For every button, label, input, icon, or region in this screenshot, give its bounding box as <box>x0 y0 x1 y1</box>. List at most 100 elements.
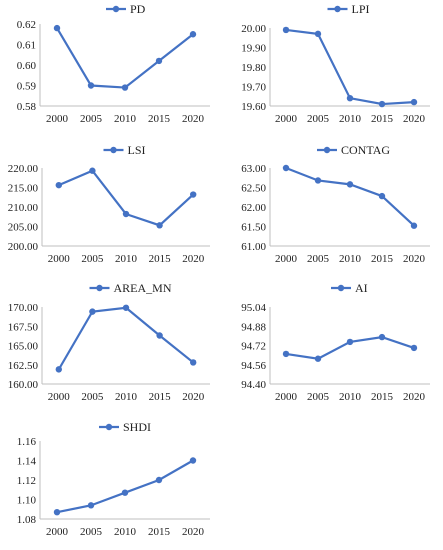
data-point <box>55 181 62 189</box>
data-point <box>87 502 95 509</box>
y-tick-label: 167.50 <box>8 321 39 333</box>
data-point <box>121 84 129 91</box>
data-point <box>282 26 290 34</box>
y-tick-label: 62.00 <box>241 202 266 214</box>
y-tick-label: 19.80 <box>241 62 266 74</box>
data-point <box>155 476 163 484</box>
legend-label: LSI <box>128 143 146 157</box>
data-point <box>378 192 386 200</box>
legend: AI <box>331 281 368 295</box>
y-tick-label: 63.00 <box>241 163 266 175</box>
y-tick-label: 0.62 <box>17 19 36 31</box>
chart-lsi: 200.00 205.00 210.00 215.00 220.00 2000 2005 20… <box>8 143 210 265</box>
y-tick-label: 19.90 <box>241 43 266 55</box>
x-tick-label: 2010 <box>115 253 138 265</box>
x-tick-label: 2000 <box>275 391 298 403</box>
x-tick-label: 2000 <box>46 113 69 125</box>
legend-marker-icon <box>110 146 117 154</box>
y-tick-label: 19.60 <box>241 101 266 113</box>
chart-ai: 94.40 94.56 94.72 94.88 95.04 2000 2005 2010 201… <box>241 281 430 403</box>
data-point <box>410 344 418 352</box>
x-tick-label: 2005 <box>81 253 104 265</box>
data-point <box>156 222 163 229</box>
data-point <box>55 366 62 373</box>
y-tick-label: 94.88 <box>241 321 266 333</box>
legend-marker-icon <box>337 284 345 292</box>
x-tick-label: 2010 <box>339 391 362 403</box>
y-tick-label: 1.16 <box>17 436 37 448</box>
x-tick-label: 2015 <box>148 526 171 538</box>
x-tick-label: 2020 <box>403 113 426 125</box>
x-tick-label: 2005 <box>80 526 103 538</box>
y-tick-label: 62.50 <box>241 183 266 195</box>
x-tick-label: 2005 <box>307 253 330 265</box>
x-tick-label: 2010 <box>114 526 137 538</box>
x-tick-label: 2000 <box>48 253 71 265</box>
legend-label: PD <box>130 2 146 16</box>
chart-contag: 61.00 61.50 62.00 62.50 63.00 2000 2005 2010 201… <box>241 143 430 265</box>
y-tick-label: 94.40 <box>241 379 266 391</box>
y-tick-label: 0.60 <box>17 60 37 72</box>
y-tick-label: 1.12 <box>17 475 36 487</box>
data-point <box>189 457 197 464</box>
data-point <box>156 332 163 339</box>
y-tick-label: 0.59 <box>17 81 37 93</box>
data-point <box>87 82 95 89</box>
chart-area-mn: 160.00 162.50 165.00 167.50 170.00 2000 2005 20… <box>8 281 210 403</box>
y-tick-label: 210.00 <box>8 202 39 214</box>
x-tick-label: 2015 <box>149 253 172 265</box>
x-tick-label: 2000 <box>48 391 71 403</box>
data-point <box>190 359 197 366</box>
data-point <box>122 304 130 311</box>
data-point <box>346 95 354 102</box>
data-point <box>53 508 61 516</box>
legend: LSI <box>103 143 146 157</box>
data-point <box>282 164 290 172</box>
y-tick-label: 0.61 <box>17 40 36 52</box>
y-tick-label: 1.08 <box>17 514 37 526</box>
legend-marker-icon <box>323 146 331 154</box>
y-tick-label: 0.58 <box>17 101 37 113</box>
data-point <box>314 355 322 362</box>
x-tick-label: 2000 <box>46 526 69 538</box>
y-tick-label: 205.00 <box>8 222 39 234</box>
x-tick-label: 2020 <box>403 391 426 403</box>
y-tick-label: 200.00 <box>8 241 39 253</box>
y-tick-label: 170.00 <box>8 302 39 314</box>
y-tick-label: 160.00 <box>8 379 39 391</box>
data-point <box>53 24 61 32</box>
x-tick-label: 2005 <box>81 391 104 403</box>
chart-lpi: 19.60 19.70 19.80 19.90 20.00 2000 2005 2010 201… <box>241 2 430 125</box>
x-tick-label: 2015 <box>371 113 394 125</box>
chart-pd: 0.58 0.59 0.60 0.61 0.62 2000 2005 2010 2015 2020… <box>17 2 210 125</box>
x-tick-label: 2010 <box>339 113 362 125</box>
x-tick-label: 2005 <box>307 391 330 403</box>
y-tick-label: 61.50 <box>241 222 266 234</box>
x-tick-label: 2000 <box>275 113 298 125</box>
y-tick-label: 20.00 <box>241 23 266 35</box>
legend-marker-icon <box>105 423 113 431</box>
x-tick-label: 2020 <box>182 526 205 538</box>
y-tick-label: 61.00 <box>241 241 266 253</box>
legend-label: SHDI <box>123 420 151 434</box>
x-tick-label: 2010 <box>339 253 362 265</box>
y-tick-label: 19.70 <box>241 82 266 94</box>
legend-marker-icon <box>96 284 103 292</box>
y-tick-label: 94.72 <box>241 341 266 353</box>
data-point <box>410 222 418 229</box>
y-tick-label: 1.14 <box>17 456 37 468</box>
legend-label: AREA_MN <box>114 281 172 295</box>
legend-label: CONTAG <box>341 143 390 157</box>
legend-marker-icon <box>334 5 341 13</box>
y-tick-label: 95.04 <box>241 302 266 314</box>
x-tick-label: 2015 <box>371 391 394 403</box>
series-line <box>285 28 415 106</box>
series-line <box>57 306 194 370</box>
y-tick-label: 215.00 <box>8 183 39 195</box>
series-line <box>56 459 194 514</box>
y-tick-label: 162.50 <box>8 360 39 372</box>
x-tick-label: 2010 <box>115 391 138 403</box>
x-tick-label: 2015 <box>148 113 171 125</box>
data-point <box>378 333 386 341</box>
